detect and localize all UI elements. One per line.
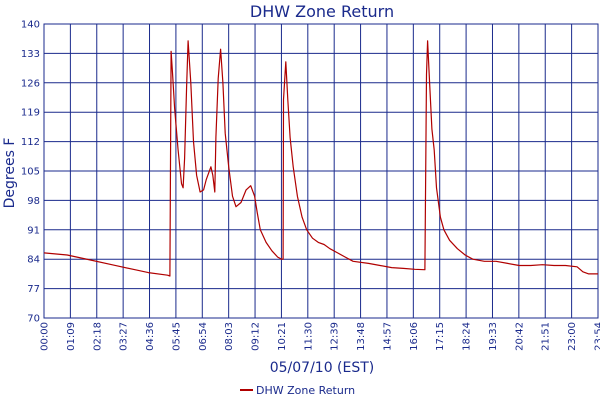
x-tick-label: 18:24 [462, 322, 473, 351]
y-tick-label: 105 [21, 167, 40, 178]
x-tick-label: 03:27 [119, 322, 130, 351]
y-tick-label: 126 [21, 78, 40, 89]
legend: DHW Zone Return [240, 384, 355, 397]
y-tick-label: 77 [27, 284, 40, 295]
x-tick-label: 23:54 [594, 322, 600, 351]
x-tick-label: 23:00 [567, 322, 578, 351]
series-line [43, 40, 598, 277]
chart-title: DHW Zone Return [250, 2, 394, 21]
x-tick-label: 17:15 [435, 322, 446, 351]
x-tick-label: 09:12 [251, 322, 262, 351]
x-tick-label: 05:45 [171, 322, 182, 351]
legend-label: DHW Zone Return [256, 384, 355, 397]
y-tick-label: 91 [27, 225, 40, 236]
x-tick-label: 04:36 [145, 322, 156, 351]
x-tick-label: 13:48 [356, 322, 367, 351]
plot-border [43, 23, 599, 319]
x-axis-label: 05/07/10 (EST) [270, 360, 375, 376]
plot-area: 70 77 84 91 98 105 112 119 126 133 140 00:00 01:09 02… [21, 20, 600, 351]
y-tick-label: 98 [27, 196, 40, 207]
x-tick-label: 00:00 [40, 322, 51, 351]
x-tick-label: 08:03 [224, 322, 235, 351]
x-tick-label: 20:42 [514, 322, 525, 351]
x-tick-label: 10:21 [277, 322, 288, 351]
x-tick-label: 06:54 [198, 322, 209, 351]
x-tick-label: 01:09 [66, 322, 77, 351]
x-tick-label: 02:18 [92, 322, 103, 351]
x-tick-label: 12:39 [330, 322, 341, 351]
x-tick-label: 14:57 [382, 322, 393, 351]
y-tick-label: 112 [21, 137, 40, 148]
y-axis-label: Degrees F [2, 138, 18, 209]
x-tick-label: 16:06 [409, 322, 420, 351]
x-tick-label: 11:30 [303, 322, 314, 351]
y-tick-label: 70 [27, 314, 40, 325]
y-tick-label: 140 [21, 20, 40, 31]
y-tick-label: 119 [21, 108, 40, 119]
x-tick-label: 21:51 [541, 322, 552, 351]
y-tick-label: 133 [21, 49, 40, 60]
x-tick-label: 19:33 [488, 322, 499, 351]
y-tick-label: 84 [27, 255, 40, 266]
